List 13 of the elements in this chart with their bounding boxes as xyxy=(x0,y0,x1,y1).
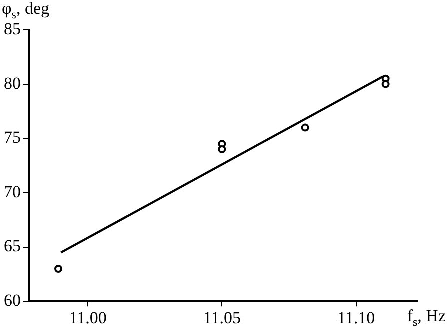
point xyxy=(382,80,390,88)
y-tick-label: 70 xyxy=(4,182,21,202)
x-tick-label: 11.00 xyxy=(69,308,107,328)
point xyxy=(54,265,63,274)
point xyxy=(301,124,310,132)
x-tick-label: 11.10 xyxy=(337,308,376,328)
y-tick-label: 85 xyxy=(4,19,21,38)
y-tick-label: 75 xyxy=(4,128,21,148)
y-tick-label: 60 xyxy=(4,291,21,310)
y-tick-label: 80 xyxy=(4,74,21,93)
y-tick-label: 65 xyxy=(4,236,21,256)
x-tick-label: 11.05 xyxy=(203,308,241,328)
point xyxy=(218,146,226,154)
